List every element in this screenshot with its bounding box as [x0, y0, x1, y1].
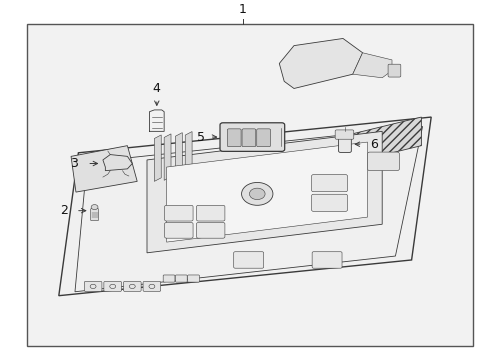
- Polygon shape: [175, 132, 182, 179]
- FancyBboxPatch shape: [242, 129, 256, 147]
- Polygon shape: [185, 131, 192, 178]
- FancyBboxPatch shape: [104, 282, 122, 291]
- Polygon shape: [353, 53, 392, 78]
- FancyBboxPatch shape: [388, 64, 401, 77]
- Polygon shape: [167, 142, 368, 242]
- Circle shape: [249, 188, 265, 199]
- FancyBboxPatch shape: [196, 222, 225, 238]
- FancyBboxPatch shape: [165, 222, 193, 238]
- FancyBboxPatch shape: [234, 252, 264, 268]
- FancyBboxPatch shape: [165, 205, 193, 221]
- FancyBboxPatch shape: [312, 194, 347, 211]
- FancyBboxPatch shape: [143, 282, 161, 291]
- FancyBboxPatch shape: [123, 282, 141, 291]
- Polygon shape: [147, 131, 382, 253]
- FancyBboxPatch shape: [163, 275, 175, 282]
- Polygon shape: [103, 154, 132, 171]
- Text: 1: 1: [239, 3, 246, 16]
- FancyBboxPatch shape: [84, 282, 102, 291]
- FancyBboxPatch shape: [335, 130, 354, 139]
- Text: 4: 4: [153, 82, 161, 95]
- Circle shape: [242, 183, 273, 205]
- FancyBboxPatch shape: [220, 123, 285, 151]
- Polygon shape: [304, 117, 421, 174]
- Polygon shape: [164, 134, 171, 180]
- Polygon shape: [154, 135, 161, 181]
- Circle shape: [91, 204, 98, 210]
- FancyBboxPatch shape: [188, 275, 199, 282]
- FancyBboxPatch shape: [339, 136, 351, 152]
- Text: 3: 3: [71, 157, 78, 170]
- Polygon shape: [59, 117, 431, 296]
- Polygon shape: [279, 39, 363, 89]
- FancyBboxPatch shape: [196, 205, 225, 221]
- FancyBboxPatch shape: [312, 175, 347, 192]
- FancyBboxPatch shape: [175, 275, 187, 282]
- Text: 5: 5: [197, 131, 205, 144]
- FancyBboxPatch shape: [312, 252, 342, 268]
- Polygon shape: [71, 146, 137, 192]
- FancyBboxPatch shape: [227, 129, 241, 147]
- FancyBboxPatch shape: [91, 208, 98, 221]
- FancyBboxPatch shape: [368, 152, 399, 171]
- FancyBboxPatch shape: [257, 129, 270, 147]
- Text: 6: 6: [370, 138, 378, 151]
- Text: 2: 2: [60, 204, 68, 217]
